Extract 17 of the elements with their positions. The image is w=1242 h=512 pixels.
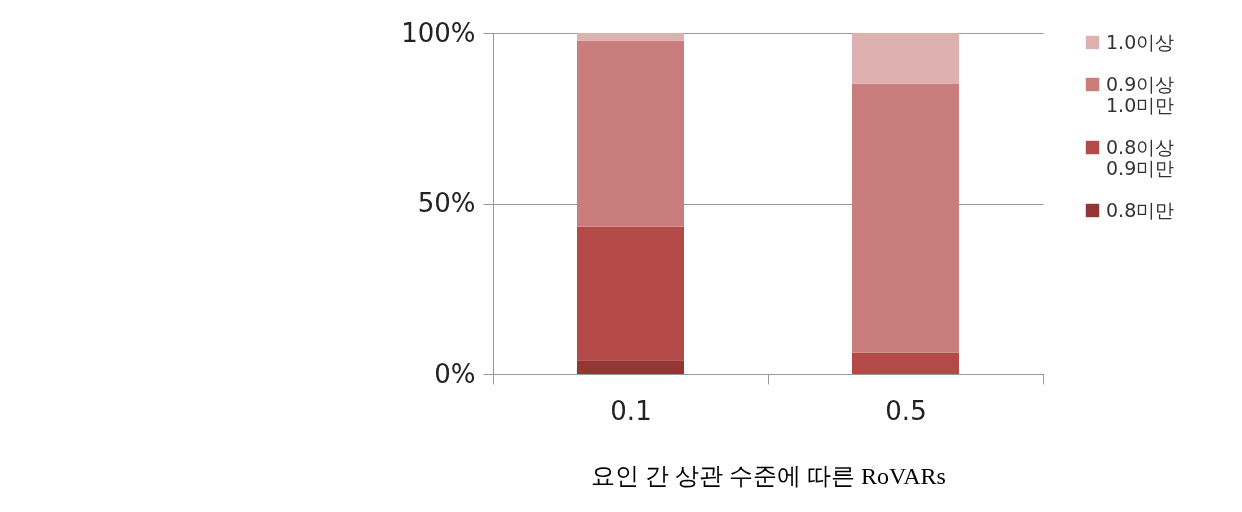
bar [577, 33, 684, 41]
x-axis-title: 요인 간 상관 수준에 따른 RoVARs [591, 462, 946, 489]
y-tick-label: 0% [434, 358, 476, 389]
bar [577, 40, 684, 227]
legend-label: 0.8이상 0.9미만 [1106, 135, 1175, 179]
y-tick-label: 50% [417, 188, 476, 218]
x-tick-label: 0.5 [885, 395, 927, 426]
bar [577, 226, 684, 361]
y-tick-label: 100% [401, 17, 476, 48]
bar [852, 33, 959, 84]
bar [577, 360, 684, 374]
x-tick-label: 0.1 [610, 395, 652, 426]
bar [852, 352, 959, 374]
bar [852, 83, 959, 353]
legend-label: 0.9이상 1.0미만 [1106, 72, 1175, 116]
legend-label: 1.0이상 [1106, 30, 1175, 53]
legend-label: 0.8미만 [1106, 198, 1175, 221]
